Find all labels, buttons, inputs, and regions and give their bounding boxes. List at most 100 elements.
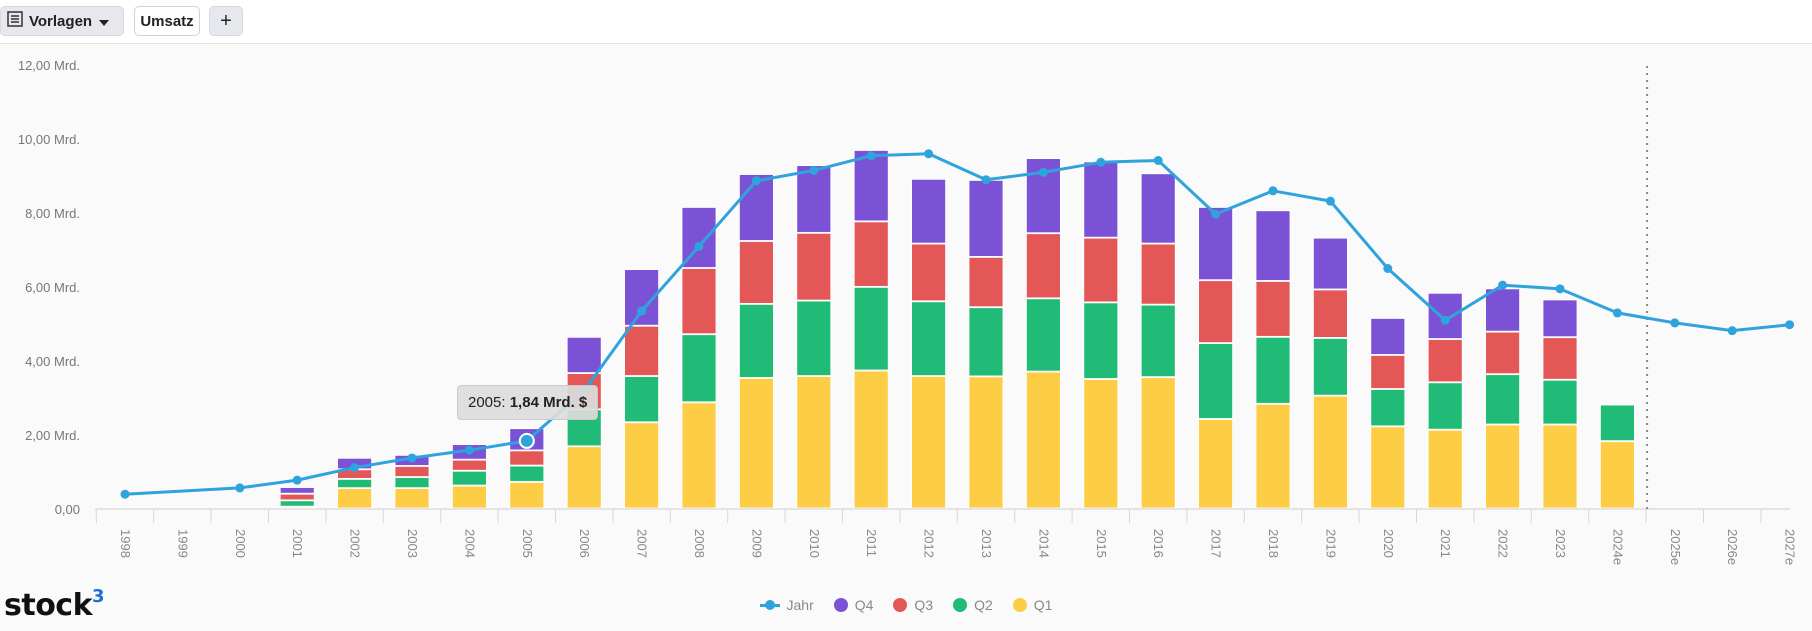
- jahr-point-2019: [1325, 196, 1335, 206]
- jahr-point-2024e: [1612, 308, 1622, 318]
- legend-label: Q1: [1033, 597, 1053, 613]
- bar-q2-2023: [1542, 379, 1578, 425]
- x-tick-label: 2004: [462, 529, 477, 558]
- x-tick-label: 2023: [1553, 529, 1568, 558]
- jahr-point-2014: [1038, 167, 1048, 177]
- bar-q2-2002: [337, 478, 373, 489]
- bar-q1-2007: [624, 422, 659, 509]
- bar-q3-2017: [1198, 280, 1233, 344]
- bar-q1-2017: [1198, 419, 1233, 509]
- add-button[interactable]: +: [209, 6, 243, 36]
- bar-q3-2008: [681, 268, 717, 335]
- bar-q3-2004: [451, 459, 487, 471]
- legend-item-q1[interactable]: Q1: [1012, 597, 1053, 613]
- jahr-point-2008: [694, 241, 704, 251]
- bar-q2-2016: [1140, 304, 1176, 378]
- bar-q4-2022: [1485, 288, 1520, 332]
- legend-symbol: [893, 598, 908, 612]
- bar-q3-2018: [1255, 281, 1291, 337]
- jahr-point-2015: [1096, 157, 1106, 167]
- x-tick-label: 2016: [1151, 529, 1166, 558]
- bar-q2-2017: [1198, 343, 1233, 419]
- bar-q1-2018: [1255, 403, 1291, 509]
- bar-q1-2002: [337, 488, 373, 509]
- x-tick-label: 2014: [1036, 529, 1051, 558]
- bar-q3-2023: [1542, 337, 1578, 380]
- x-tick-label: 2000: [233, 529, 248, 558]
- x-tick-label: 2012: [922, 529, 937, 558]
- bar-q2-2011: [853, 286, 889, 371]
- templates-button[interactable]: Vorlagen: [0, 6, 124, 36]
- x-tick-label: 1998: [118, 529, 133, 558]
- x-tick-label: 2005: [520, 529, 535, 558]
- y-tick-label: 0,00: [55, 502, 80, 517]
- toolbar: Vorlagen Umsatz +: [0, 0, 1812, 44]
- jahr-point-2013: [981, 175, 991, 185]
- bar-q3-2012: [911, 243, 946, 302]
- legend-item-q3[interactable]: Q3: [893, 597, 933, 613]
- legend-item-q2[interactable]: Q2: [953, 597, 993, 613]
- jahr-point-2017: [1211, 209, 1221, 219]
- bar-q1-2008: [681, 402, 717, 509]
- templates-label: Vorlagen: [29, 12, 93, 30]
- jahr-point-2010: [809, 165, 819, 175]
- x-tick-label: 1999: [175, 529, 190, 558]
- umsatz-button[interactable]: Umsatz: [134, 6, 200, 36]
- bar-q4-2001: [279, 487, 315, 494]
- bar-q3-2003: [394, 466, 430, 477]
- x-tick-label: 2017: [1209, 529, 1224, 558]
- legend-item-q4[interactable]: Q4: [833, 597, 873, 613]
- bar-q3-2016: [1140, 243, 1176, 305]
- bar-q4-2015: [1083, 161, 1119, 238]
- x-tick-label: 2011: [864, 529, 879, 557]
- legend-label: Jahr: [786, 597, 814, 613]
- tooltip-value: 1,84 Mrd. $: [509, 394, 588, 411]
- jahr-point-2003: [407, 453, 417, 463]
- bar-q3-2009: [739, 241, 774, 304]
- jahr-point-2023: [1555, 284, 1565, 294]
- bar-q2-2005: [509, 465, 545, 482]
- x-tick-label: 2002: [348, 529, 363, 558]
- logo-sup: 3: [92, 586, 105, 607]
- bar-q1-2021: [1427, 429, 1463, 509]
- x-tick-label: 2020: [1381, 529, 1396, 558]
- stock3-logo: stock3: [4, 586, 105, 623]
- y-tick-label: 2,00 Mrd.: [25, 428, 80, 443]
- bar-q4-2013: [968, 180, 1004, 257]
- bar-q1-2014: [1026, 371, 1061, 509]
- bar-q1-2006: [566, 446, 602, 509]
- bar-q1-2022: [1485, 424, 1520, 509]
- bar-q4-2017: [1198, 207, 1233, 281]
- y-tick-label: 8,00 Mrd.: [25, 206, 80, 221]
- jahr-point-2000: [235, 483, 245, 493]
- bar-q1-2003: [394, 488, 430, 509]
- bar-q2-2024e: [1600, 404, 1635, 442]
- bar-q4-2023: [1542, 299, 1578, 338]
- bar-q3-2019: [1313, 289, 1348, 338]
- y-tick-label: 12,00 Mrd.: [18, 58, 80, 73]
- bar-q1-2024e: [1600, 441, 1635, 509]
- legend-item-jahr[interactable]: Jahr: [759, 597, 814, 613]
- y-tick-label: 4,00 Mrd.: [25, 354, 80, 369]
- bar-q3-2007: [624, 325, 659, 376]
- bar-q4-2020: [1370, 318, 1406, 355]
- bar-q3-2010: [796, 232, 832, 301]
- bar-q1-2011: [853, 370, 889, 509]
- legend-symbol: [833, 598, 848, 612]
- chevron-down-icon: [99, 13, 110, 30]
- bar-q2-2012: [911, 301, 946, 376]
- jahr-point-2002: [350, 463, 360, 473]
- bar-q1-2016: [1140, 377, 1176, 509]
- jahr-point-2020: [1383, 264, 1393, 273]
- bar-q1-2012: [911, 376, 946, 509]
- bar-q2-2009: [739, 303, 774, 378]
- bar-q2-2015: [1083, 302, 1119, 379]
- legend-symbol: [953, 598, 968, 612]
- y-tick-label: 6,00 Mrd.: [25, 280, 80, 295]
- x-tick-label: 2001: [290, 529, 305, 558]
- x-tick-label: 2019: [1323, 529, 1338, 558]
- bar-q1-2020: [1370, 426, 1406, 509]
- bar-q3-2013: [968, 256, 1004, 308]
- jahr-point-2018: [1268, 186, 1278, 196]
- bar-q2-2007: [624, 376, 659, 423]
